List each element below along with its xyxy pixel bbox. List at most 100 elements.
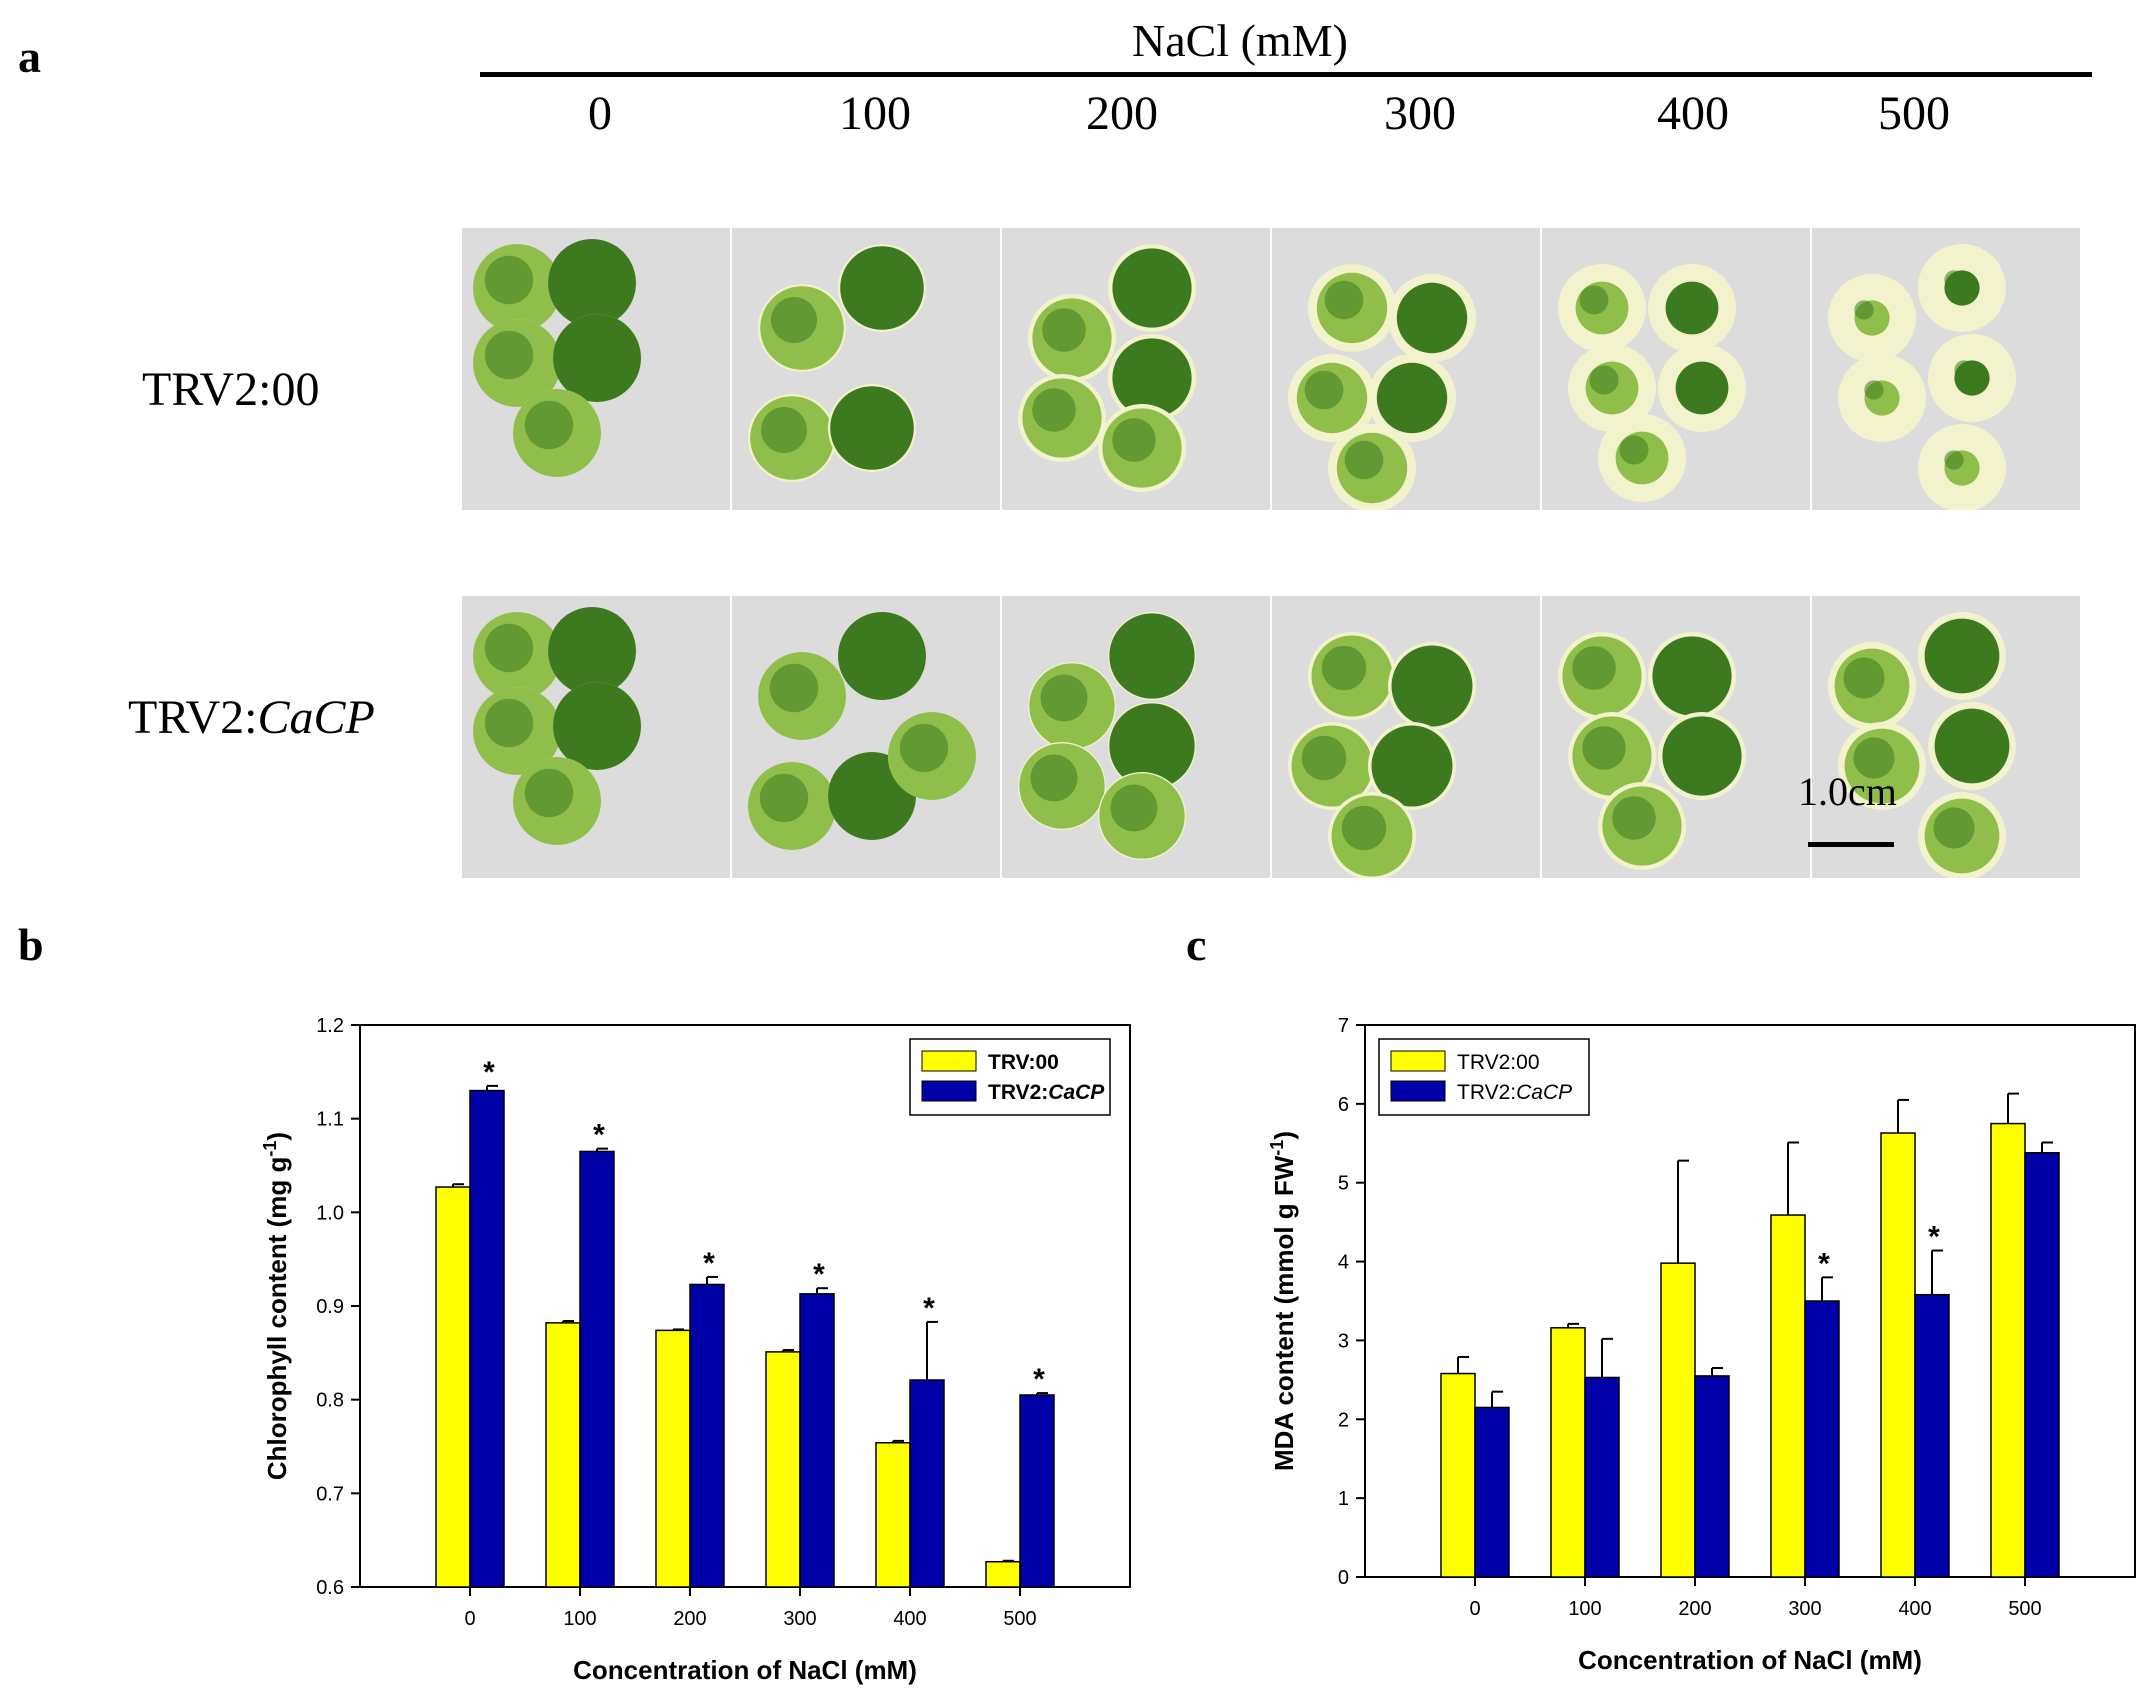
leaf-disc-shade (1122, 348, 1166, 392)
leaf-disc-shade (1301, 735, 1347, 781)
bar (765, 1351, 801, 1588)
bar (1880, 1132, 1916, 1578)
leaf-disc-shade (564, 693, 614, 743)
legend-label: TRV:00 (988, 1051, 1059, 1074)
leaf-disc-shade (1853, 737, 1895, 779)
leaf-disc-shade (1401, 655, 1447, 701)
treatment-title: NaCl (mM) (1132, 15, 1348, 66)
leaf-disc-shade (1040, 674, 1088, 722)
y-tick-label: 0.7 (316, 1483, 344, 1505)
legend: TRV2:00 TRV2:CaCP (1378, 1038, 1590, 1116)
photo-panel (1542, 228, 1810, 510)
leaf-disc-shade (761, 407, 807, 453)
legend-swatch (921, 1050, 977, 1072)
chart-mda: 0 1 2 3 4 5 6 7 0 100 200 300 * 400 * 500 Concentration … (1267, 1015, 2136, 1675)
bar (1019, 1394, 1055, 1588)
leaf-disc-shade (1672, 726, 1716, 770)
leaf-disc-shade (1042, 308, 1086, 352)
bar (1694, 1375, 1730, 1578)
plot-frame (1364, 1024, 2136, 1578)
leaf-disc-shade (484, 623, 534, 673)
y-tick-label: 0 (1338, 1567, 1349, 1589)
x-tick-label: 300 (783, 1608, 816, 1630)
bar (1584, 1376, 1620, 1578)
bar (1770, 1214, 1806, 1578)
conc-label-500: 500 (1878, 87, 1950, 140)
leaf-disc-shade (1933, 807, 1975, 849)
leaf-disc-shade (1384, 370, 1424, 410)
leaf-disc-shade (1572, 646, 1616, 690)
x-tick-label: 300 (1788, 1598, 1821, 1620)
significance-star: * (813, 1258, 825, 1291)
x-tick-label: 200 (673, 1608, 706, 1630)
leaf-disc-shade (1954, 360, 1974, 380)
conc-label-400: 400 (1657, 87, 1729, 140)
bar (1440, 1372, 1476, 1578)
row-label-trv2-cacp: TRV2:CaCP (128, 690, 375, 745)
leaf-disc-shade (1579, 285, 1609, 315)
bar (985, 1560, 1021, 1588)
leaf-disc-shade (849, 623, 899, 673)
leaf-disc-shade (1662, 646, 1706, 690)
leaf-disc-shade (771, 297, 817, 343)
leaf-disc-shade (769, 663, 819, 713)
leaf-disc-shade (1112, 418, 1156, 462)
leaf-disc-shade (1122, 258, 1166, 302)
x-axis-title: Concentration of NaCl (mM) (573, 1655, 917, 1685)
leaf-disc-shade (1321, 645, 1367, 691)
bar (799, 1293, 835, 1588)
y-tick-label: 5 (1338, 1173, 1349, 1195)
leaf-disc-shade (1324, 280, 1364, 320)
x-tick-label: 100 (1568, 1598, 1601, 1620)
leaf-disc-shade (1582, 726, 1626, 770)
photo-panel (1272, 596, 1540, 878)
conc-label-300: 300 (1384, 87, 1456, 140)
conc-label-0: 0 (588, 87, 612, 140)
leaf-disc-shade (841, 397, 887, 443)
bar (1550, 1327, 1586, 1578)
legend-label: TRV2:CaCP (1457, 1081, 1572, 1104)
row-label-text: TRV2: (128, 691, 258, 744)
bar (2024, 1151, 2060, 1578)
leaf-disc-shade (1341, 805, 1387, 851)
leaf-disc-shade (484, 330, 534, 380)
x-tick-label: 400 (893, 1608, 926, 1630)
y-tick-label: 1.1 (316, 1109, 344, 1131)
photo-panel (1542, 596, 1810, 878)
legend: TRV:00 TRV2:CaCP (909, 1038, 1111, 1116)
row-label-text: TRV2:00 (142, 363, 320, 416)
photo-panel (1812, 228, 2080, 510)
bar (469, 1089, 505, 1588)
photo-panel (732, 228, 1000, 510)
x-axis-title: Concentration of NaCl (mM) (1578, 1645, 1922, 1675)
bar (579, 1150, 615, 1588)
y-tick-label: 1.2 (316, 1015, 344, 1037)
y-tick-label: 0.9 (316, 1296, 344, 1318)
legend-swatch (1390, 1050, 1446, 1072)
row-label-trv2-00: TRV2:00 (142, 362, 320, 417)
leaf-disc-shade (1619, 435, 1649, 465)
leaf-disc-shade (1943, 717, 1985, 759)
bar (1474, 1406, 1510, 1578)
leaf-disc-shade (1404, 290, 1444, 330)
x-tick-label: 200 (1678, 1598, 1711, 1620)
x-tick-label: 100 (563, 1608, 596, 1630)
photo-panel (732, 596, 1000, 878)
significance-star: * (703, 1247, 715, 1280)
x-tick-label: 500 (1003, 1608, 1036, 1630)
y-tick-label: 0.6 (316, 1577, 344, 1599)
bar (655, 1329, 691, 1588)
bar (1990, 1122, 2026, 1578)
bar (909, 1379, 945, 1588)
conc-label-200: 200 (1086, 87, 1158, 140)
leaf-disc-shade (1589, 365, 1619, 395)
photo-panel (1272, 228, 1540, 510)
x-tick-label: 500 (2008, 1598, 2041, 1620)
photo-panel (462, 228, 730, 510)
leaf-disc-shade (839, 763, 889, 813)
photo-panel (1812, 596, 2080, 878)
photo-panel (462, 596, 730, 878)
y-tick-label: 4 (1338, 1252, 1349, 1274)
scale-bar (1808, 842, 1894, 847)
panel-letter-a: a (18, 31, 41, 82)
